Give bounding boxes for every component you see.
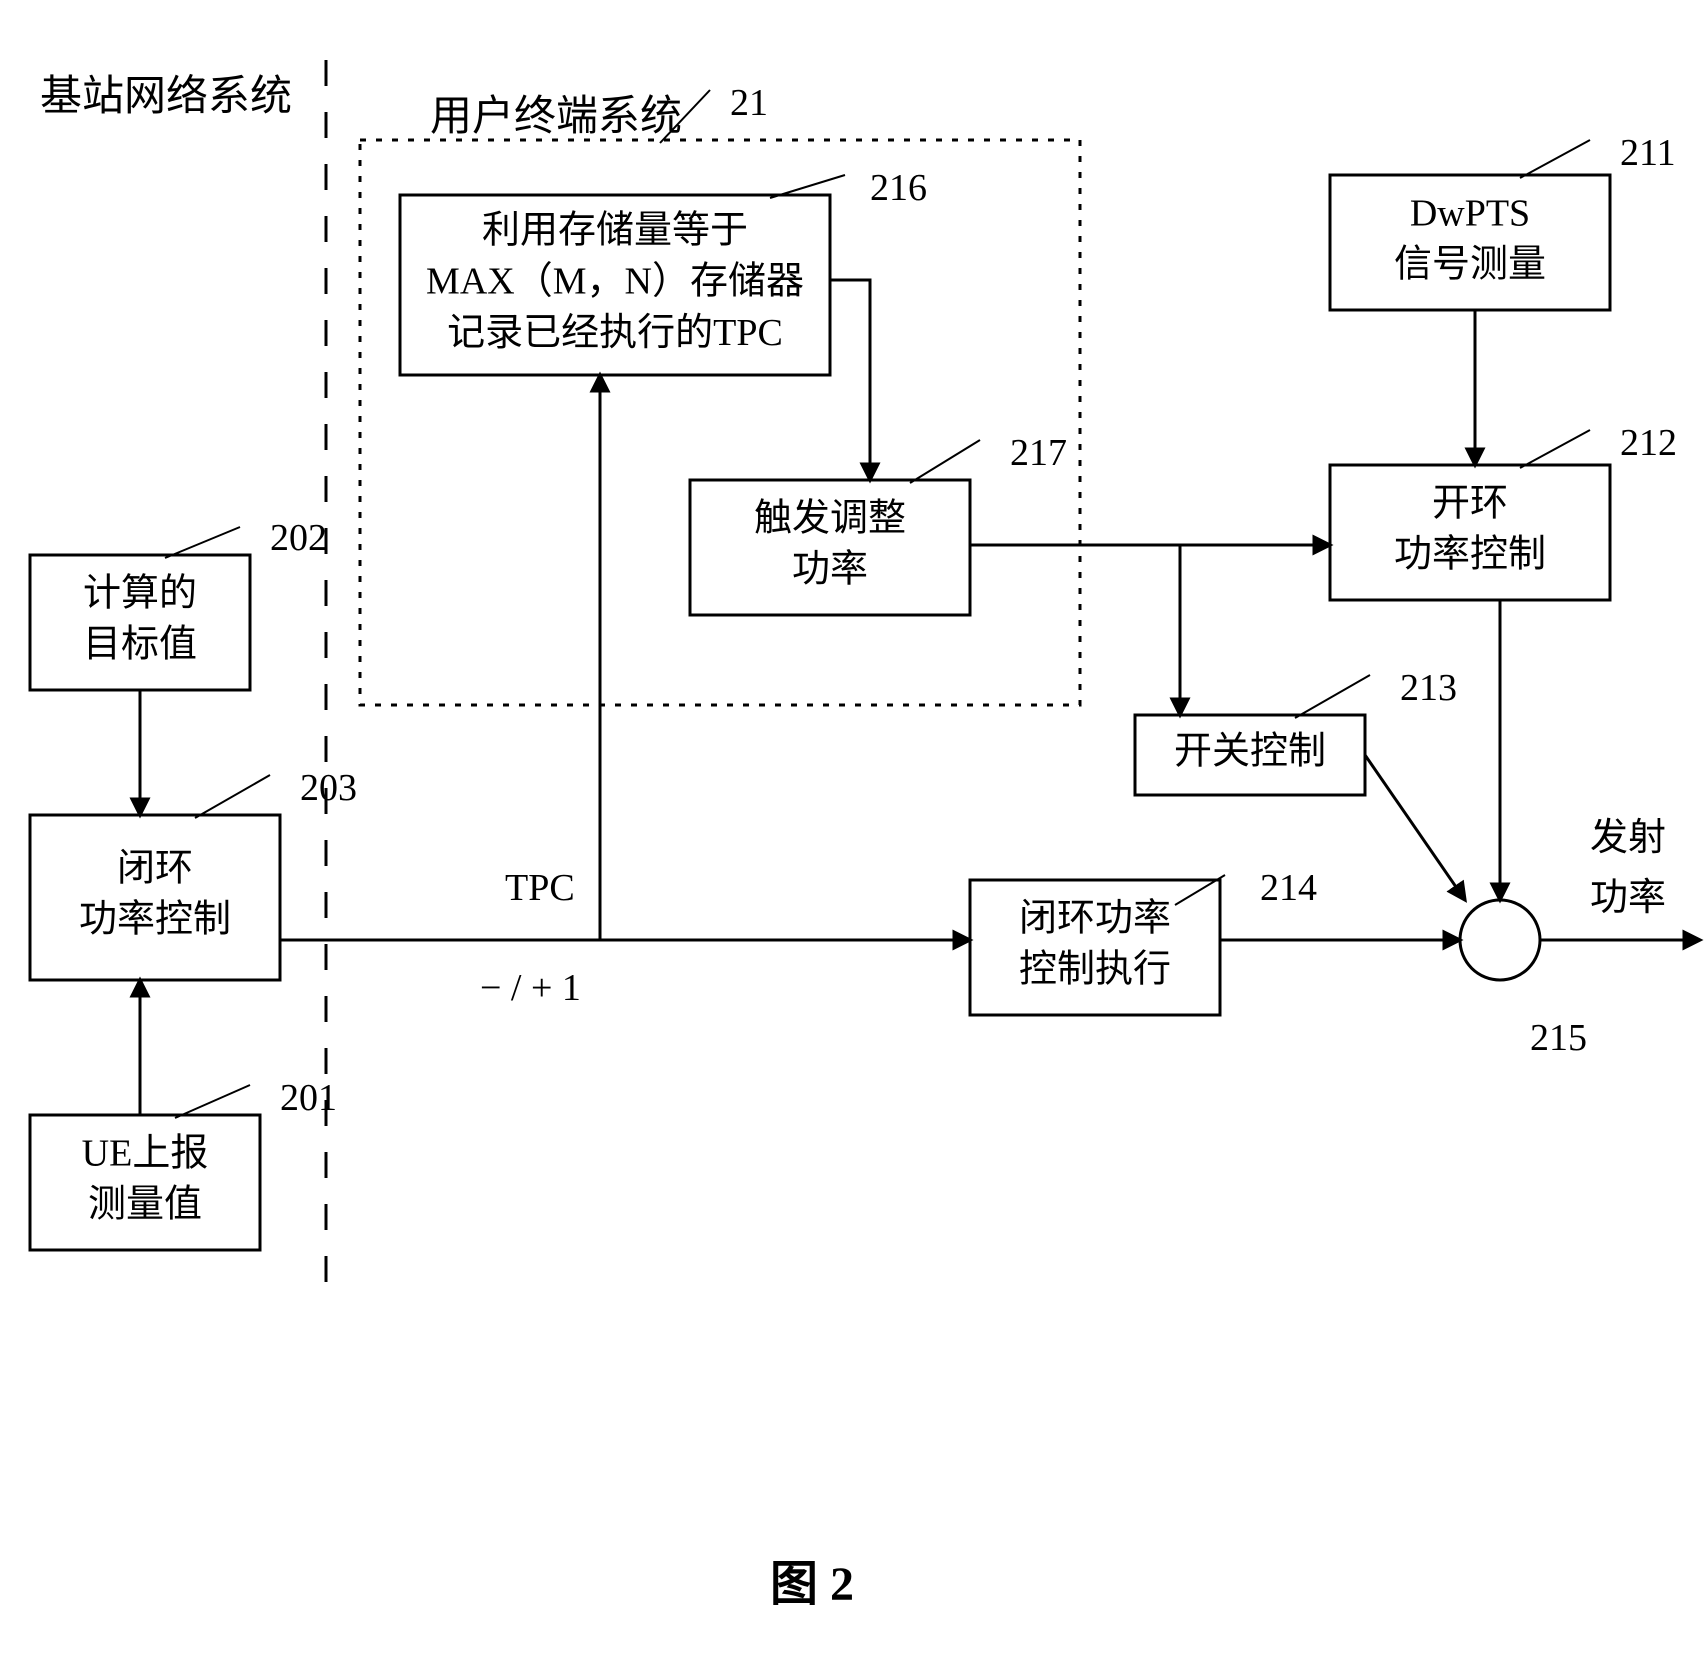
svg-text:基站网络系统: 基站网络系统 <box>40 73 292 120</box>
svg-text:202: 202 <box>270 517 327 559</box>
svg-text:发射: 发射 <box>1590 817 1666 859</box>
svg-text:215: 215 <box>1530 1017 1587 1059</box>
svg-text:MAX（M，N）存储器: MAX（M，N）存储器 <box>426 261 804 303</box>
svg-text:功率: 功率 <box>792 549 868 591</box>
svg-text:计算的: 计算的 <box>83 572 197 614</box>
svg-text:213: 213 <box>1400 667 1457 709</box>
svg-text:目标值: 目标值 <box>83 624 197 666</box>
svg-text:211: 211 <box>1620 132 1676 174</box>
svg-text:功率: 功率 <box>1590 877 1666 919</box>
svg-text:用户终端系统: 用户终端系统 <box>430 94 682 140</box>
svg-text:TPC: TPC <box>505 867 575 909</box>
svg-text:控制执行: 控制执行 <box>1019 949 1171 991</box>
svg-text:UE上报: UE上报 <box>82 1132 209 1174</box>
svg-text:DwPTS: DwPTS <box>1410 192 1530 234</box>
svg-text:图 2: 图 2 <box>770 1558 854 1611</box>
svg-text:功率控制: 功率控制 <box>1394 534 1546 576</box>
svg-text:217: 217 <box>1010 432 1067 474</box>
svg-text:203: 203 <box>300 767 357 809</box>
svg-text:功率控制: 功率控制 <box>79 899 231 941</box>
svg-text:开关控制: 开关控制 <box>1174 731 1326 773</box>
svg-text:测量值: 测量值 <box>88 1184 202 1226</box>
block-diagram: 基站网络系统 用户终端系统 21 利用存储量等于 MAX（M，N）存储器记录已经执行的T… <box>0 0 1708 1676</box>
svg-text:201: 201 <box>280 1077 337 1119</box>
svg-text:触发调整: 触发调整 <box>754 497 906 539</box>
svg-text:利用存储量等于: 利用存储量等于 <box>482 209 748 251</box>
svg-text:− / + 1: − / + 1 <box>480 967 581 1009</box>
svg-text:214: 214 <box>1260 867 1317 909</box>
svg-text:闭环: 闭环 <box>117 847 193 889</box>
svg-text:开环: 开环 <box>1432 482 1508 524</box>
svg-text:闭环功率: 闭环功率 <box>1019 897 1171 939</box>
svg-text:21: 21 <box>730 82 768 124</box>
svg-text:记录已经执行的TPC: 记录已经执行的TPC <box>447 312 783 354</box>
svg-text:212: 212 <box>1620 422 1677 464</box>
svg-text:信号测量: 信号测量 <box>1394 244 1546 286</box>
svg-text:216: 216 <box>870 167 927 209</box>
